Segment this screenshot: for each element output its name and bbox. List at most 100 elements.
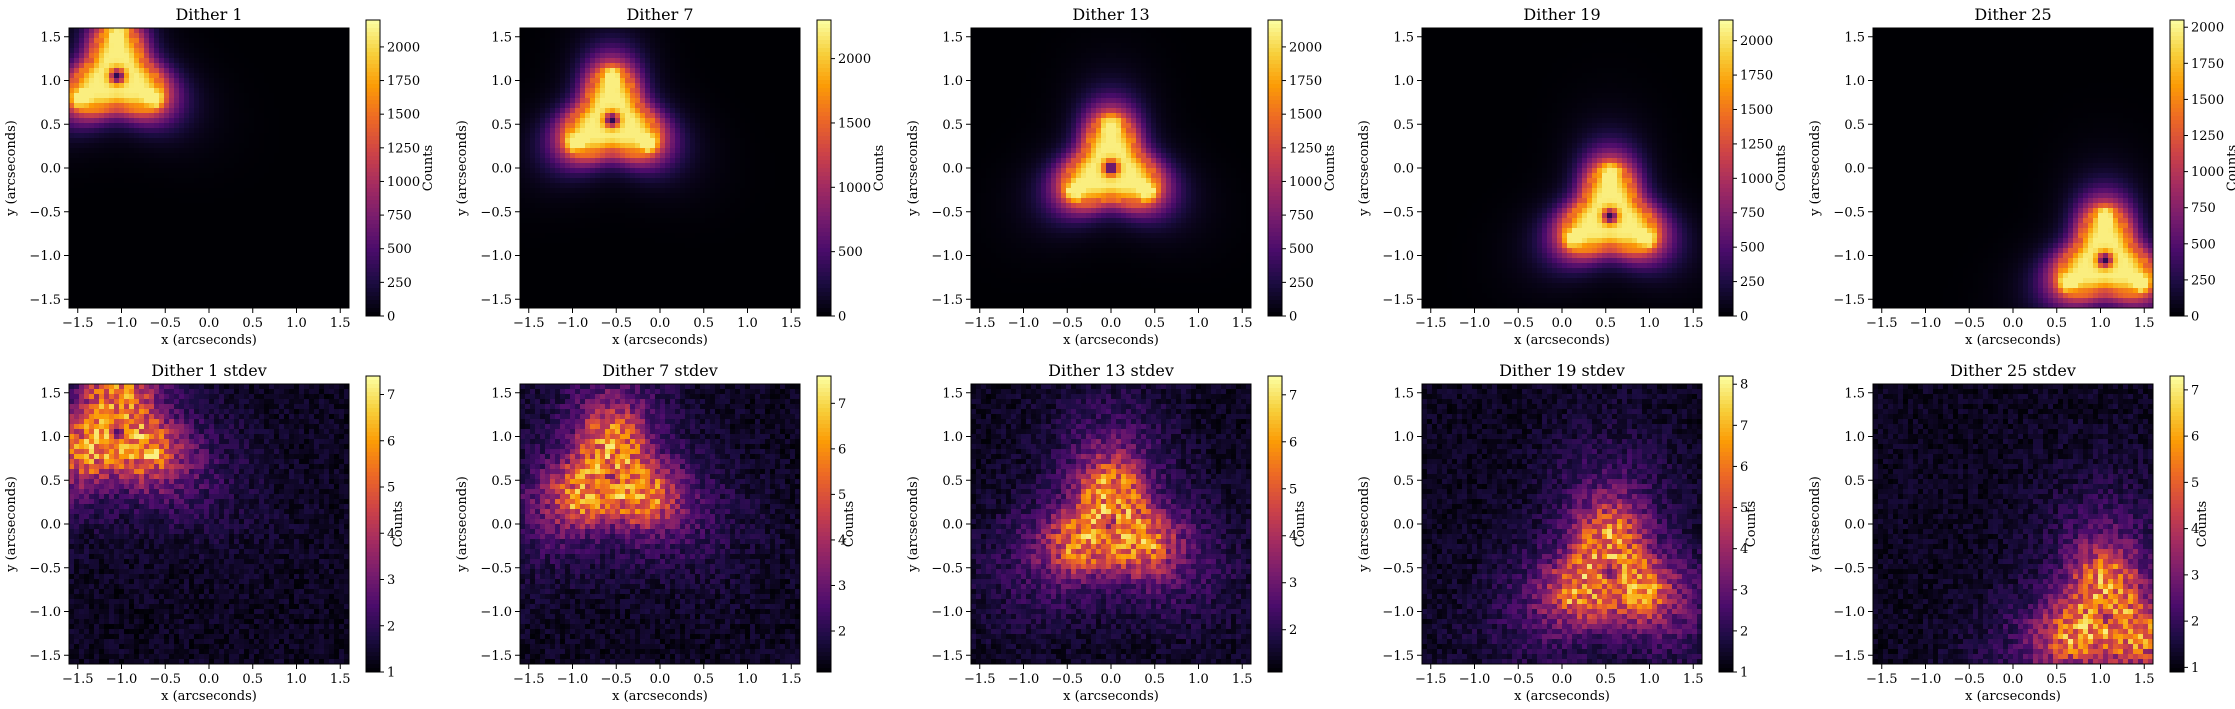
heatmap-cell	[289, 158, 294, 163]
heatmap-cell	[149, 138, 154, 143]
heatmap-cell	[94, 273, 99, 278]
heatmap-cell	[525, 88, 530, 93]
heatmap-cell	[615, 153, 620, 158]
heatmap-cell	[610, 168, 615, 173]
heatmap-cell	[670, 58, 675, 63]
heatmap-cell	[289, 283, 294, 288]
heatmap-cell	[625, 138, 630, 143]
heatmap-cell	[304, 28, 309, 33]
heatmap-cell	[775, 108, 780, 113]
heatmap-cell	[735, 73, 740, 78]
heatmap-cell	[700, 163, 705, 168]
heatmap-cell	[770, 138, 775, 143]
heatmap-cell	[74, 138, 79, 143]
heatmap-cell	[329, 78, 334, 83]
heatmap-cell	[665, 63, 670, 68]
heatmap-cell	[725, 103, 730, 108]
heatmap-cell	[625, 163, 630, 168]
heatmap-cell	[144, 123, 149, 128]
heatmap-cell	[730, 83, 735, 88]
heatmap-cell	[284, 153, 289, 158]
heatmap-cell	[194, 158, 199, 163]
heatmap-cell	[214, 78, 219, 83]
heatmap-cell	[705, 158, 710, 163]
heatmap-cell	[655, 108, 660, 113]
heatmap-cell	[520, 53, 525, 58]
heatmap-cell	[264, 163, 269, 168]
heatmap-cell	[69, 223, 74, 228]
heatmap-cell	[269, 28, 274, 33]
heatmap-cell	[264, 118, 269, 123]
heatmap-cell	[234, 88, 239, 93]
heatmap-cell	[715, 103, 720, 108]
heatmap-cell	[745, 128, 750, 133]
heatmap-cell	[279, 38, 284, 43]
heatmap-cell	[199, 178, 204, 183]
heatmap-cell	[289, 258, 294, 263]
heatmap-cell	[69, 278, 74, 283]
heatmap-cell	[189, 268, 194, 273]
heatmap-cell	[319, 243, 324, 248]
heatmap-cell	[89, 173, 94, 178]
heatmap-cell	[279, 93, 284, 98]
heatmap-cell	[169, 203, 174, 208]
heatmap-cell	[730, 28, 735, 33]
heatmap-cell	[104, 138, 109, 143]
heatmap-cell	[304, 103, 309, 108]
heatmap-cell	[84, 133, 89, 138]
heatmap-cell	[209, 83, 214, 88]
heatmap-cell	[124, 288, 129, 293]
heatmap-cell	[570, 53, 575, 58]
heatmap-cell	[254, 228, 259, 233]
heatmap-cell	[580, 128, 585, 133]
heatmap-cell	[650, 73, 655, 78]
heatmap-cell	[109, 148, 114, 153]
heatmap-cell	[319, 133, 324, 138]
heatmap-cell	[555, 163, 560, 168]
heatmap-cell	[770, 73, 775, 78]
heatmap-cell	[289, 53, 294, 58]
heatmap-cell	[154, 68, 159, 73]
heatmap-cell	[760, 63, 765, 68]
heatmap-cell	[555, 48, 560, 53]
heatmap-cell	[685, 58, 690, 63]
heatmap-cell	[600, 63, 605, 68]
heatmap-cell	[695, 153, 700, 158]
heatmap-cell	[334, 48, 339, 53]
heatmap-cell	[174, 38, 179, 43]
heatmap-cell	[640, 138, 645, 143]
heatmap-cell	[249, 53, 254, 58]
heatmap-cell	[329, 58, 334, 63]
heatmap-cell	[540, 168, 545, 173]
heatmap-cell	[670, 113, 675, 118]
heatmap-cell	[194, 73, 199, 78]
heatmap-cell	[79, 128, 84, 133]
heatmap-cell	[334, 268, 339, 273]
heatmap-cell	[284, 83, 289, 88]
heatmap-cell	[89, 153, 94, 158]
heatmap-cell	[194, 128, 199, 133]
heatmap-cell	[309, 263, 314, 268]
heatmap-cell	[304, 128, 309, 133]
heatmap-cell	[179, 243, 184, 248]
heatmap-cell	[520, 38, 525, 43]
heatmap-cell	[204, 58, 209, 63]
heatmap-cell	[244, 158, 249, 163]
heatmap-cell	[154, 33, 159, 38]
heatmap-cell	[119, 68, 124, 73]
heatmap-cell	[615, 128, 620, 133]
heatmap-cell	[224, 48, 229, 53]
heatmap-cell	[84, 263, 89, 268]
heatmap-cell	[565, 108, 570, 113]
heatmap-cell	[730, 58, 735, 63]
heatmap-cell	[680, 173, 685, 178]
heatmap-cell	[560, 68, 565, 73]
heatmap-cell	[630, 178, 635, 183]
heatmap-cell	[770, 78, 775, 83]
heatmap-cell	[99, 63, 104, 68]
heatmap-cell	[615, 38, 620, 43]
heatmap-cell	[775, 43, 780, 48]
heatmap-cell	[700, 78, 705, 83]
heatmap-cell	[269, 178, 274, 183]
heatmap-cell	[284, 218, 289, 223]
